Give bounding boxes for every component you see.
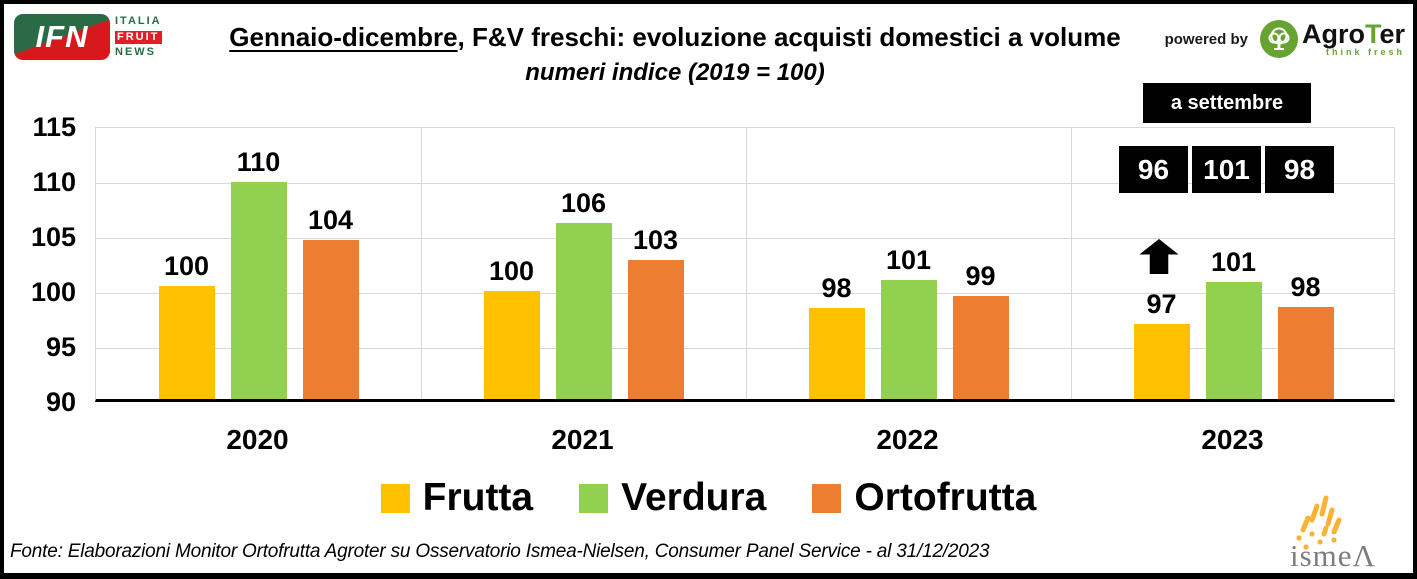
agroter-logo: AgroTer think fresh [1259, 19, 1405, 58]
bar-frutta-2022 [808, 307, 865, 399]
x-label-2022: 2022 [876, 424, 939, 455]
bar-value-verdura-2021: 106 [560, 188, 607, 218]
legend-label-frutta: Frutta [422, 476, 534, 519]
y-axis: 115 110 105 100 95 90 [0, 0, 80, 430]
powered-by-block: powered by AgroTer think fresh [1165, 20, 1405, 58]
y-tick-100: 100 [30, 277, 76, 307]
chart-title-block: Gennaio-dicembre, F&V freschi: evoluzion… [190, 22, 1160, 87]
source-note: Fonte: Elaborazioni Monitor Ortofrutta A… [10, 541, 990, 562]
bar-ortofrutta-2023 [1277, 306, 1334, 399]
bar-value-ortofrutta-2023: 98 [1290, 271, 1321, 302]
bar-verdura-2021 [555, 223, 612, 399]
plot-area: 100 110 104 100 106 103 98 101 99 97 101 98 [95, 127, 1395, 402]
legend: Frutta Verdura Ortofrutta [0, 478, 1417, 518]
chart-title: Gennaio-dicembre, F&V freschi: evoluzion… [190, 22, 1160, 53]
ismea-wordmark: ismeΛ [1290, 538, 1377, 573]
bar-value-frutta-2020: 100 [163, 250, 210, 281]
agroter-tagline: think fresh [1325, 47, 1405, 57]
september-value-verdura: 101 [1192, 146, 1261, 193]
y-tick-115: 115 [32, 112, 76, 142]
gridline-v [1071, 128, 1072, 399]
y-tick-105: 105 [30, 222, 76, 252]
bar-ortofrutta-2021 [627, 260, 684, 399]
bar-ortofrutta-2022 [952, 295, 1009, 399]
ismea-logo: ismeΛ [1282, 490, 1408, 573]
gridline-h [96, 348, 1394, 349]
gridline-h [96, 293, 1394, 294]
september-callout-label: a settembre [1143, 83, 1311, 123]
bar-value-ortofrutta-2022: 99 [965, 260, 996, 291]
x-axis: 2020 2021 2022 2023 [95, 424, 1395, 458]
powered-by-label: powered by [1164, 30, 1248, 48]
x-label-2023: 2023 [1201, 424, 1264, 455]
ifn-wordmark: ITALIA FRUIT NEWS [115, 14, 162, 60]
agroter-name-agro: Agro [1301, 19, 1365, 49]
title-rest: , F&V freschi: evoluzione acquisti domes… [457, 22, 1121, 52]
gridline-h [96, 183, 1394, 184]
ifn-word-news: NEWS [115, 46, 156, 58]
bar-verdura-2022 [880, 280, 937, 399]
bar-frutta-2020 [158, 285, 215, 399]
bar-frutta-2023 [1133, 324, 1190, 399]
september-value-frutta: 96 [1119, 146, 1188, 193]
ifn-word-fruit: FRUIT [115, 30, 162, 44]
verdura-swatch-icon [579, 483, 609, 513]
legend-item-verdura: Verdura [579, 478, 766, 518]
bar-value-verdura-2020: 110 [236, 147, 281, 178]
bar-value-frutta-2023: 97 [1146, 289, 1177, 320]
y-tick-95: 95 [45, 332, 76, 362]
legend-label-verdura: Verdura [621, 476, 767, 519]
bar-value-ortofrutta-2021: 103 [632, 225, 679, 256]
bar-value-ortofrutta-2020: 104 [307, 204, 354, 235]
legend-item-ortofrutta: Ortofrutta [812, 478, 1036, 518]
bar-value-verdura-2022: 101 [885, 245, 932, 276]
agroter-name-t: T [1364, 19, 1380, 49]
ifn-word-italia: ITALIA [115, 15, 162, 27]
september-callout-values: 96 101 98 [1119, 146, 1334, 193]
bar-frutta-2021 [483, 291, 540, 399]
bar-value-frutta-2022: 98 [821, 272, 852, 303]
chart-subtitle: numeri indice (2019 = 100) [525, 59, 825, 86]
y-tick-110: 110 [32, 167, 76, 197]
agroter-wordmark: AgroTer think fresh [1301, 19, 1405, 58]
gridline-h [96, 238, 1394, 239]
september-value-ortofrutta: 98 [1265, 146, 1334, 193]
bar-verdura-2023 [1205, 282, 1262, 399]
frutta-swatch-icon [380, 483, 410, 513]
legend-item-frutta: Frutta [380, 476, 534, 519]
gridline-v [746, 128, 747, 399]
gridline-v [421, 128, 422, 399]
ismea-wheat-icon [1296, 495, 1342, 550]
ifn-badge-icon: IFN [14, 14, 110, 60]
title-period: Gennaio-dicembre [229, 22, 458, 52]
y-tick-90: 90 [45, 387, 76, 417]
legend-label-ortofrutta: Ortofrutta [854, 476, 1037, 519]
bar-ortofrutta-2020 [302, 239, 359, 399]
agroter-name-er: er [1379, 19, 1405, 49]
bar-verdura-2020 [230, 182, 287, 399]
increase-arrow-icon [1139, 239, 1179, 274]
ortofrutta-swatch-icon [812, 483, 842, 513]
agroter-tree-icon [1259, 20, 1298, 58]
bar-value-verdura-2023: 101 [1210, 247, 1257, 278]
bar-value-frutta-2021: 100 [488, 256, 535, 287]
x-label-2020: 2020 [226, 424, 289, 455]
x-label-2021: 2021 [551, 424, 614, 455]
ifn-logo: IFN ITALIA FRUIT NEWS [14, 14, 162, 60]
